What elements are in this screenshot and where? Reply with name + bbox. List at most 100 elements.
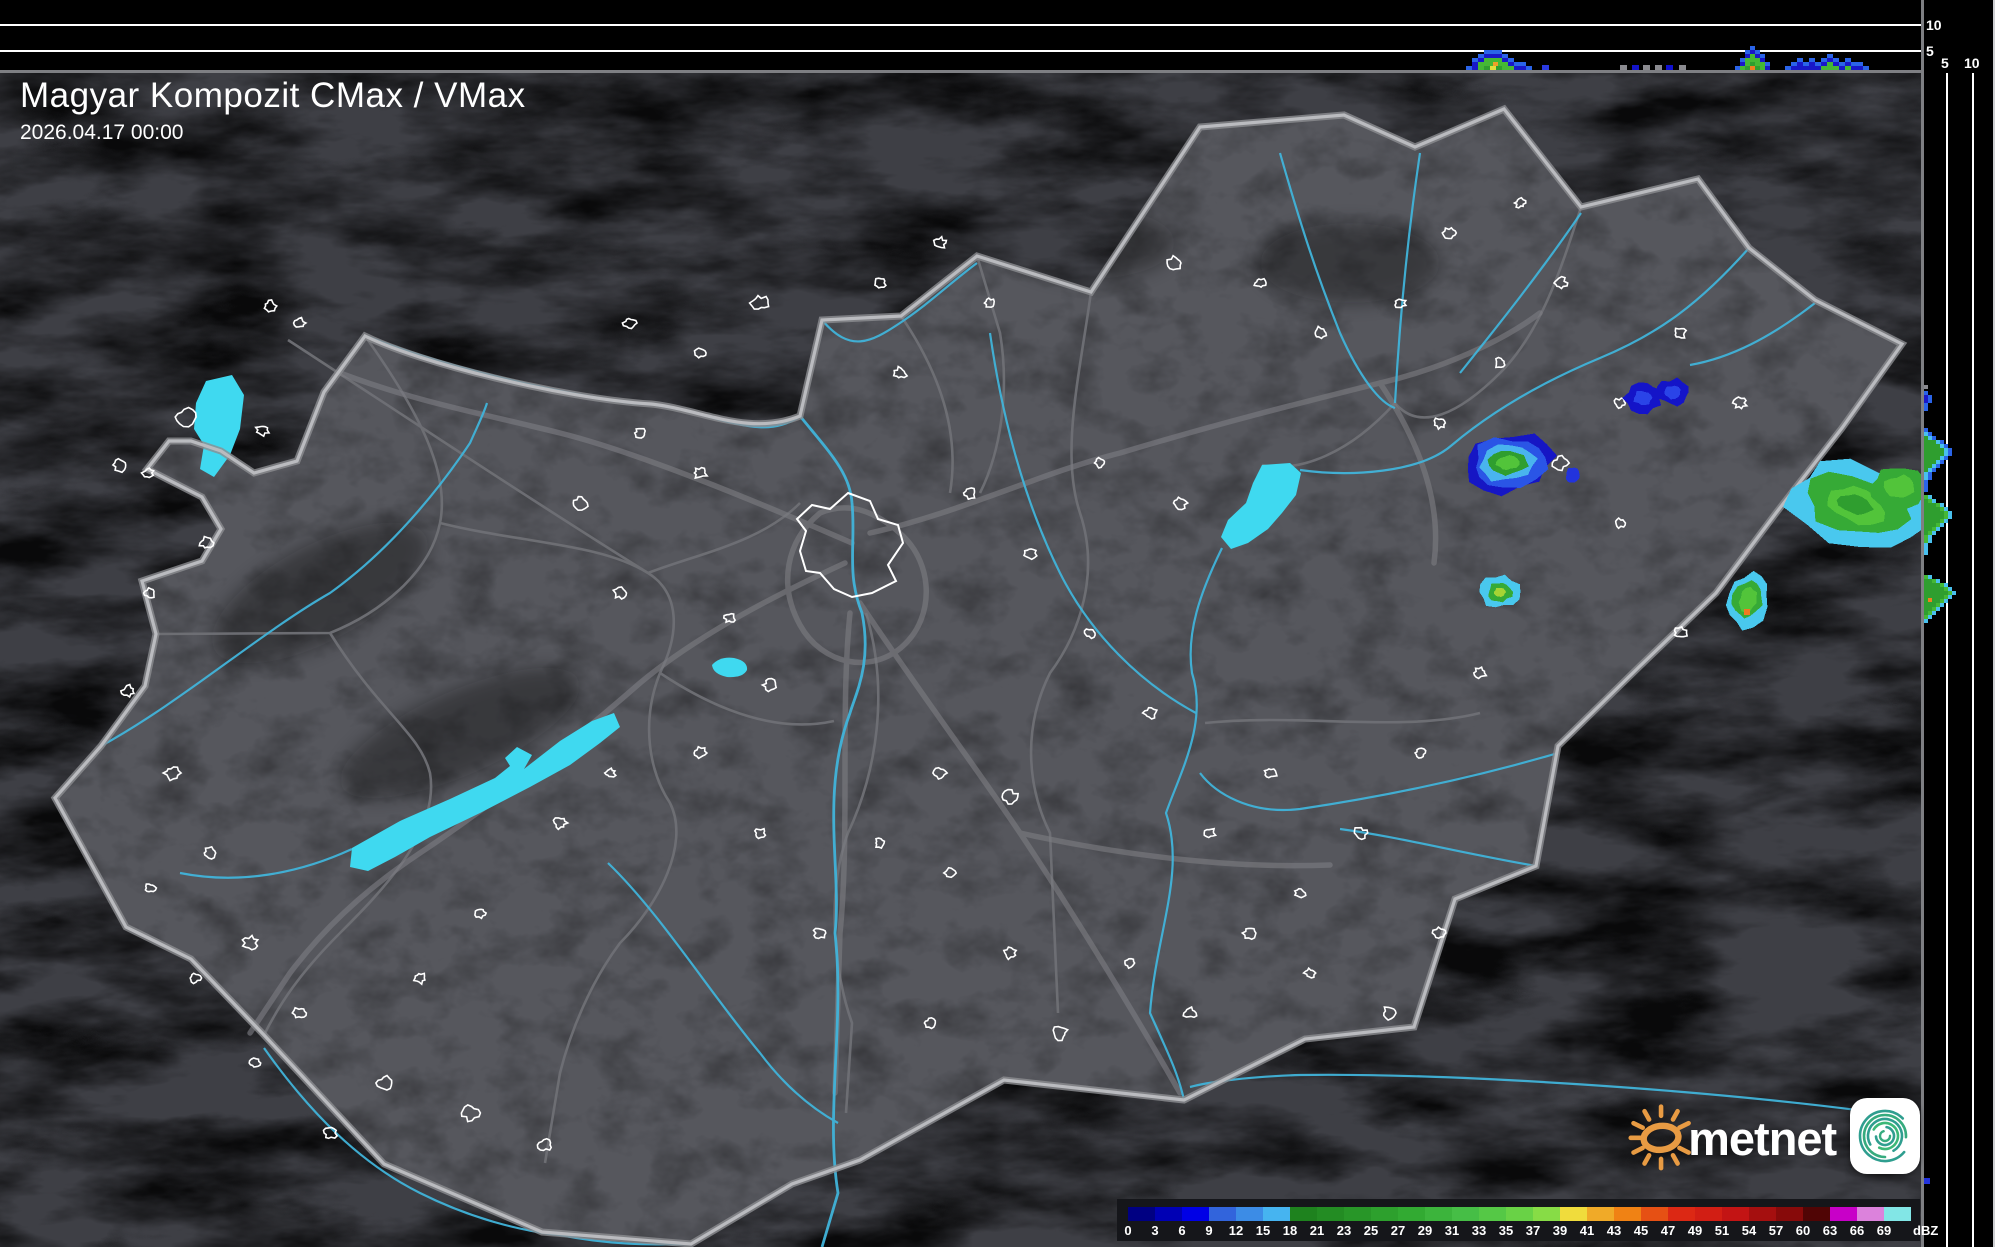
settlement-outline (474, 908, 488, 920)
colorbar-segment (1263, 1207, 1290, 1221)
profile-echo-pixel (1944, 511, 1948, 515)
profile-echo-pixel (1750, 62, 1755, 66)
profile-echo-pixel (1924, 499, 1928, 503)
settlement-outline (923, 1016, 937, 1030)
settlement-outline (241, 934, 260, 951)
settlement-outline (161, 766, 183, 782)
profile-echo-pixel (1502, 58, 1508, 62)
profile-echo-pixel (1496, 58, 1502, 62)
profile-echo-pixel (1755, 58, 1760, 62)
profile-echo-pixel (1857, 66, 1863, 70)
settlement-outline (932, 235, 948, 249)
profile-echo-pixel (1845, 58, 1851, 62)
colorbar-tick: 6 (1178, 1223, 1186, 1238)
timestamp: 2026.04.17 00:00 (20, 121, 184, 145)
colorbar-tick: 47 (1660, 1223, 1676, 1238)
profile-echo-pixel (1924, 468, 1928, 472)
profile-echo-pixel (1940, 587, 1944, 591)
colorbar-segment (1533, 1207, 1560, 1221)
profile-echo-pixel (1932, 595, 1936, 599)
settlement-outline (1172, 496, 1190, 511)
profile-echo-pixel (1809, 66, 1815, 70)
settlement-outline (1302, 966, 1317, 979)
colorbar-segment (1695, 1207, 1722, 1221)
profile-echo-pixel (1928, 531, 1932, 535)
settlement-outline (1512, 196, 1527, 209)
colorbar-tick: 37 (1525, 1223, 1541, 1238)
settlement-outline (1353, 826, 1369, 841)
profile-echo-pixel (1924, 603, 1928, 607)
profile-echo-pixel (1940, 452, 1944, 456)
profile-echo-pixel (1845, 66, 1851, 70)
profile-echo-pixel (1936, 519, 1940, 523)
profile-echo-pixel (1466, 66, 1472, 70)
colorbar-segment (1722, 1207, 1749, 1221)
profile-echo-pixel (1932, 523, 1936, 527)
profile-echo-pixel (1936, 595, 1940, 599)
profile-echo-pixel (1785, 66, 1791, 70)
profile-echo-pixel (1514, 62, 1520, 66)
settlement-outline (1431, 925, 1447, 940)
settlement-outline (254, 425, 271, 438)
profile-echo-pixel (1928, 464, 1932, 468)
settlement-outline (1314, 325, 1328, 340)
profile-echo-pixel (1857, 62, 1863, 66)
profile-echo-pixel (1821, 62, 1827, 66)
profile-echo-pixel (1932, 444, 1936, 448)
profile-echo-pixel (1484, 54, 1490, 58)
settlement-outline (760, 677, 778, 693)
profile-echo-pixel (1815, 62, 1821, 66)
colorbar-segment (1290, 1207, 1317, 1221)
profile-echo-pixel (1924, 583, 1928, 587)
settlement-outline (962, 487, 976, 501)
profile-echo-pixel (1932, 587, 1936, 591)
settlement-outline (119, 683, 136, 699)
profile-echo-pixel (1936, 591, 1940, 595)
profile-echo-pixel (1928, 539, 1932, 543)
profile-echo-pixel (1797, 66, 1803, 70)
profile-echo-pixel (1924, 615, 1928, 619)
profile-echo-pixel (1508, 58, 1514, 62)
colorbar-segment (1182, 1207, 1209, 1221)
settlement-outline (1382, 1006, 1397, 1022)
profile-echo-pixel (1936, 583, 1940, 587)
profile-echo-pixel (1745, 54, 1750, 58)
right-profile-strip: 10 5 5 10 (1921, 0, 1995, 1247)
colorbar-segment (1668, 1207, 1695, 1221)
settlement-outline (748, 294, 770, 310)
profile-echo-pixel (1490, 50, 1496, 54)
colorbar-segment (1344, 1207, 1371, 1221)
profile-echo-pixel (1928, 448, 1932, 452)
profile-echo-pixel (1924, 523, 1928, 527)
settlement-outline (174, 406, 197, 428)
profile-echo-pixel (1928, 456, 1932, 460)
profile-echo-pixel (1924, 547, 1928, 551)
profile-echo-pixel (1932, 452, 1936, 456)
profile-echo-pixel (1839, 66, 1845, 70)
settlement-outline (1551, 454, 1571, 472)
profile-echo-pixel (1478, 54, 1484, 58)
echo-ring (1493, 587, 1507, 597)
echo-ring (1738, 586, 1758, 613)
logo-text: metnet (1688, 1111, 1837, 1165)
profile-echo-pixel (1484, 62, 1490, 66)
profile-echo-pixel (1735, 66, 1740, 70)
settlement-outline (1614, 517, 1627, 530)
profile-echo-pixel (1924, 503, 1928, 507)
profile-echo-pixel (1760, 62, 1765, 66)
profile-echo-pixel (1936, 603, 1940, 607)
profile-echo-pixel (1940, 511, 1944, 515)
profile-echo-pixel (1924, 452, 1928, 456)
settlement-outline (812, 927, 827, 940)
settlement-outline (292, 316, 308, 328)
settlement-outline (1731, 396, 1749, 410)
colorbar-segment (1560, 1207, 1587, 1221)
profile-echo-pixel (1948, 515, 1952, 519)
colorbar-segment (1857, 1207, 1884, 1221)
profile-echo-pixel (1952, 591, 1956, 595)
profile-echo-pixel (1928, 395, 1932, 399)
metnet-app-icon (1850, 1098, 1920, 1174)
profile-echo-pixel (1928, 575, 1932, 579)
settlement-outline (263, 299, 279, 313)
settlement-outline (1182, 1005, 1198, 1019)
